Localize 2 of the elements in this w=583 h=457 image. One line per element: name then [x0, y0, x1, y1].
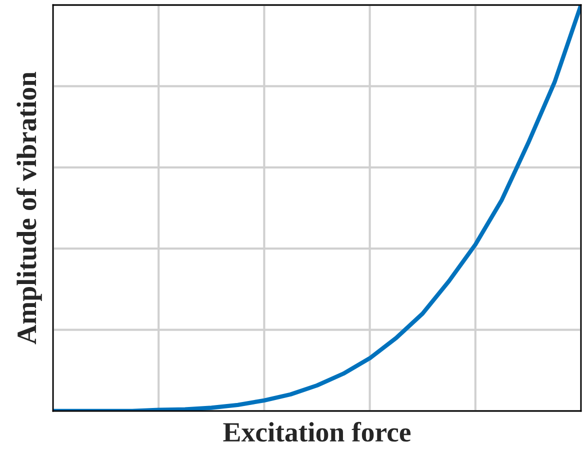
y-axis-title: Amplitude of vibration: [16, 72, 42, 344]
x-axis-title: Excitation force: [223, 422, 411, 442]
